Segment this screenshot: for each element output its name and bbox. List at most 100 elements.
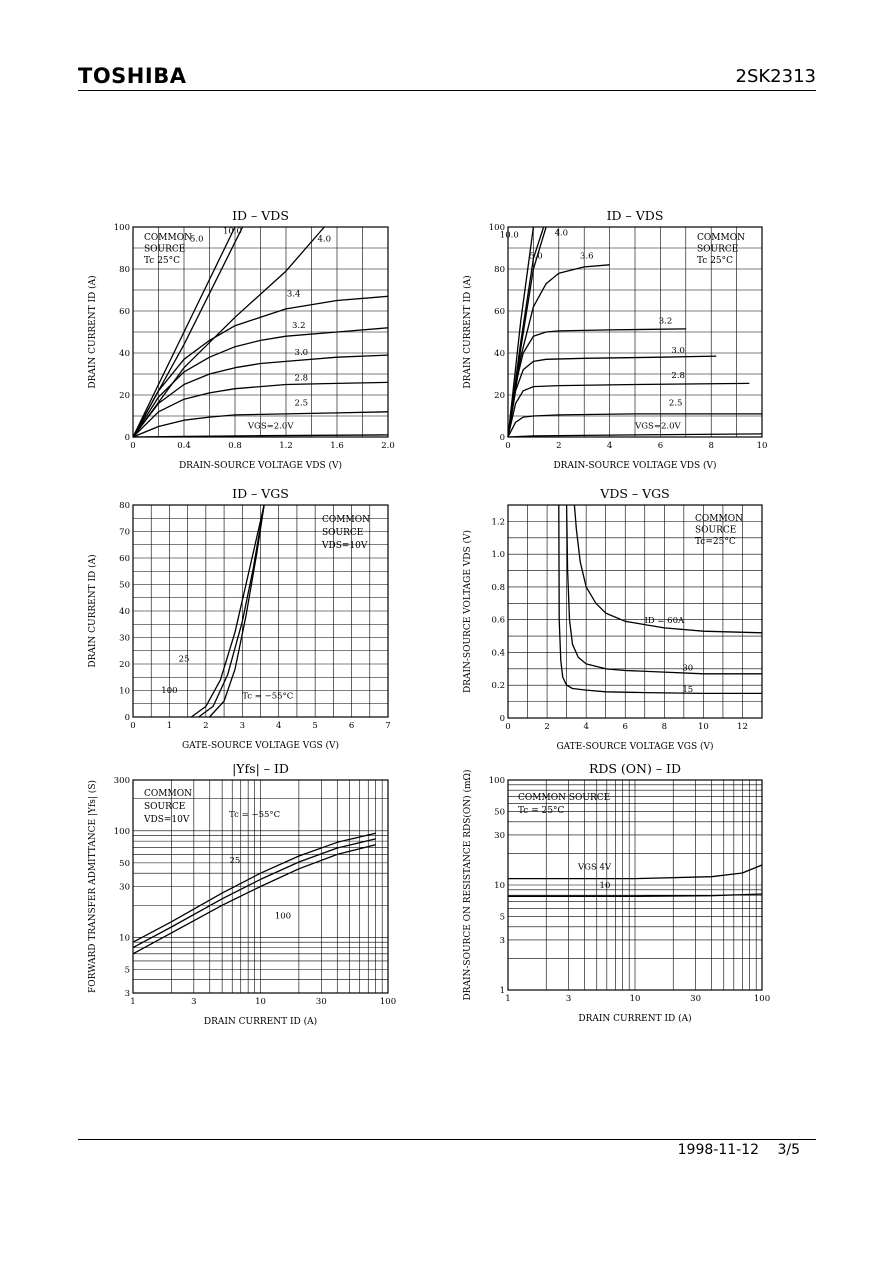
y-tick-label: 10 xyxy=(494,881,505,891)
x-tick-label: 4 xyxy=(607,441,612,451)
series-label: 2.8 xyxy=(671,371,685,381)
y-tick-label: 0 xyxy=(500,433,505,443)
x-tick-label: 100 xyxy=(754,994,770,1004)
y-tick-label: 60 xyxy=(119,307,130,317)
y-tick-label: 3 xyxy=(125,989,130,999)
condition-label: Tc = 25°C xyxy=(518,806,565,816)
y-tick-label: 100 xyxy=(114,223,130,233)
footer-rule xyxy=(78,1139,816,1140)
series-line xyxy=(190,504,265,718)
series-line xyxy=(508,893,763,897)
y-tick-label: 5 xyxy=(500,913,505,923)
x-tick-label: 2 xyxy=(556,441,561,451)
series-line xyxy=(507,264,610,438)
series-line xyxy=(507,328,686,438)
series-line xyxy=(132,844,376,955)
footer: 1998-11-12 3/5 xyxy=(678,1142,800,1158)
series-line xyxy=(507,355,717,438)
series-line xyxy=(132,327,389,438)
y-tick-label: 1.2 xyxy=(491,517,505,527)
condition-label: SOURCE xyxy=(144,245,185,255)
series-label: VGS=2.0V xyxy=(247,422,294,432)
condition-label: COMMON xyxy=(144,233,192,243)
condition-label: COMMON xyxy=(697,233,745,243)
x-tick-label: 7 xyxy=(385,721,390,731)
series-line xyxy=(558,504,762,695)
y-tick-label: 1.0 xyxy=(491,550,505,560)
series-label: 15 xyxy=(682,685,693,695)
x-tick-label: 0 xyxy=(130,441,135,451)
series-line xyxy=(132,226,325,438)
series-line xyxy=(565,504,762,675)
x-tick-label: 3 xyxy=(566,994,571,1004)
x-tick-label: 1.2 xyxy=(279,441,293,451)
series-label: 30 xyxy=(682,663,693,673)
condition-label: COMMON xyxy=(695,514,743,524)
x-tick-label: 8 xyxy=(662,722,667,732)
condition-label: SOURCE xyxy=(322,528,363,538)
series-line xyxy=(209,504,265,718)
plot-frame xyxy=(507,504,763,719)
footer-date: 1998-11-12 xyxy=(677,1142,760,1158)
chart-title: |Yfs| – ID xyxy=(232,761,289,776)
x-tick-label: 6 xyxy=(658,441,663,451)
series-line xyxy=(507,413,762,438)
series-label: 10.0 xyxy=(500,231,519,241)
series-label: 4.0 xyxy=(555,228,569,238)
x-tick-label: 0 xyxy=(505,441,510,451)
y-tick-label: 3 xyxy=(500,936,505,946)
y-tick-label: 100 xyxy=(489,776,505,786)
x-tick-label: 1 xyxy=(505,994,510,1004)
y-tick-label: 1 xyxy=(500,986,505,996)
x-tick-label: 100 xyxy=(380,997,396,1007)
series-label: 2.5 xyxy=(669,399,683,409)
x-tick-label: 10 xyxy=(698,722,709,732)
series-line xyxy=(508,864,763,880)
y-tick-label: 0 xyxy=(125,433,130,443)
x-axis-label: DRAIN CURRENT ID (A) xyxy=(204,1016,317,1027)
y-axis-label: DRAIN CURRENT ID (A) xyxy=(87,275,98,388)
x-tick-label: 5 xyxy=(312,721,317,731)
x-tick-label: 2 xyxy=(203,721,208,731)
y-tick-label: 40 xyxy=(119,607,130,617)
condition-label: Tc 25°C xyxy=(144,256,180,266)
condition-label: VDS=10V xyxy=(143,815,190,825)
y-tick-label: 10 xyxy=(119,687,130,697)
chart-title: ID – VGS xyxy=(232,486,289,501)
plot-frame xyxy=(132,504,389,718)
series-label: 25 xyxy=(179,654,190,664)
plot-frame xyxy=(507,226,763,438)
x-tick-label: 4 xyxy=(276,721,281,731)
x-axis-label: DRAIN-SOURCE VOLTAGE VDS (V) xyxy=(553,460,716,471)
y-axis-label: FORWARD TRANSFER ADMITTANCE |Yfs| (S) xyxy=(87,780,98,993)
series-label: 2.8 xyxy=(295,373,309,383)
x-tick-label: 30 xyxy=(690,994,701,1004)
series-label: 100 xyxy=(275,912,291,922)
x-tick-label: 1.6 xyxy=(330,441,344,451)
x-tick-label: 0.4 xyxy=(177,441,191,451)
y-tick-label: 30 xyxy=(494,831,505,841)
series-label: 10 xyxy=(600,881,611,891)
y-tick-label: 0.8 xyxy=(491,583,505,593)
series-line xyxy=(132,411,389,438)
header-rule xyxy=(78,90,816,91)
y-tick-label: 0 xyxy=(500,714,505,724)
condition-label: SOURCE xyxy=(695,526,736,536)
series-label: 5.0 xyxy=(529,252,543,262)
series-label: 4.0 xyxy=(317,235,331,245)
y-tick-label: 100 xyxy=(489,223,505,233)
y-tick-label: 5 xyxy=(125,965,130,975)
series-label: 100 xyxy=(161,686,177,696)
condition-label: VDS=10V xyxy=(321,541,368,551)
x-axis-label: DRAIN-SOURCE VOLTAGE VDS (V) xyxy=(179,460,342,471)
x-tick-label: 10 xyxy=(255,997,266,1007)
series-line xyxy=(132,226,236,438)
y-tick-label: 60 xyxy=(119,554,130,564)
y-tick-label: 0.4 xyxy=(491,648,505,658)
x-axis-label: GATE-SOURCE VOLTAGE VGS (V) xyxy=(556,741,713,752)
plot-frame xyxy=(132,226,389,438)
y-tick-label: 30 xyxy=(119,883,130,893)
